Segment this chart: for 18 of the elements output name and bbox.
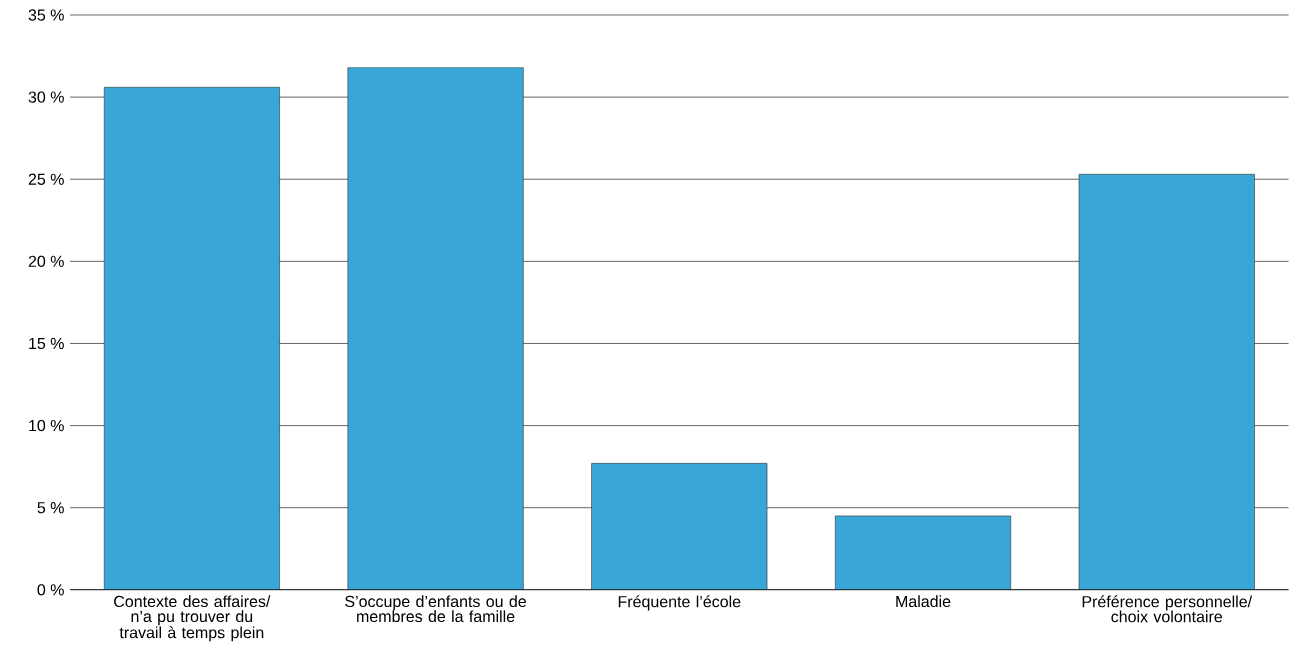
bar <box>347 67 524 590</box>
bar <box>103 87 280 590</box>
bar <box>591 463 768 590</box>
y-tick-label: 20 % <box>28 255 64 268</box>
y-tick-label: 10 % <box>29 420 64 432</box>
y-tick-label: 5 % <box>37 502 64 514</box>
x-tick-label: Préférence personnelle/ choix volontaire <box>1082 595 1253 623</box>
y-tick-label: 30 % <box>28 91 64 103</box>
bar <box>834 515 1012 590</box>
bar <box>1078 174 1255 590</box>
y-tick-label: 35 % <box>28 9 64 21</box>
y-tick-label: 25 % <box>28 173 64 185</box>
y-tick-label: 15 % <box>29 337 64 350</box>
x-tick-label: Maladie <box>896 595 951 608</box>
x-tick-label: S’occupe d’enfants ou de membres de la famille <box>345 595 526 623</box>
y-tick-label: 0 % <box>37 584 64 596</box>
x-tick-label: Contexte des affaires/ n’a pu trouver du travail à temps plein <box>114 595 271 642</box>
x-tick-label: Fréquente l’école <box>618 595 741 611</box>
